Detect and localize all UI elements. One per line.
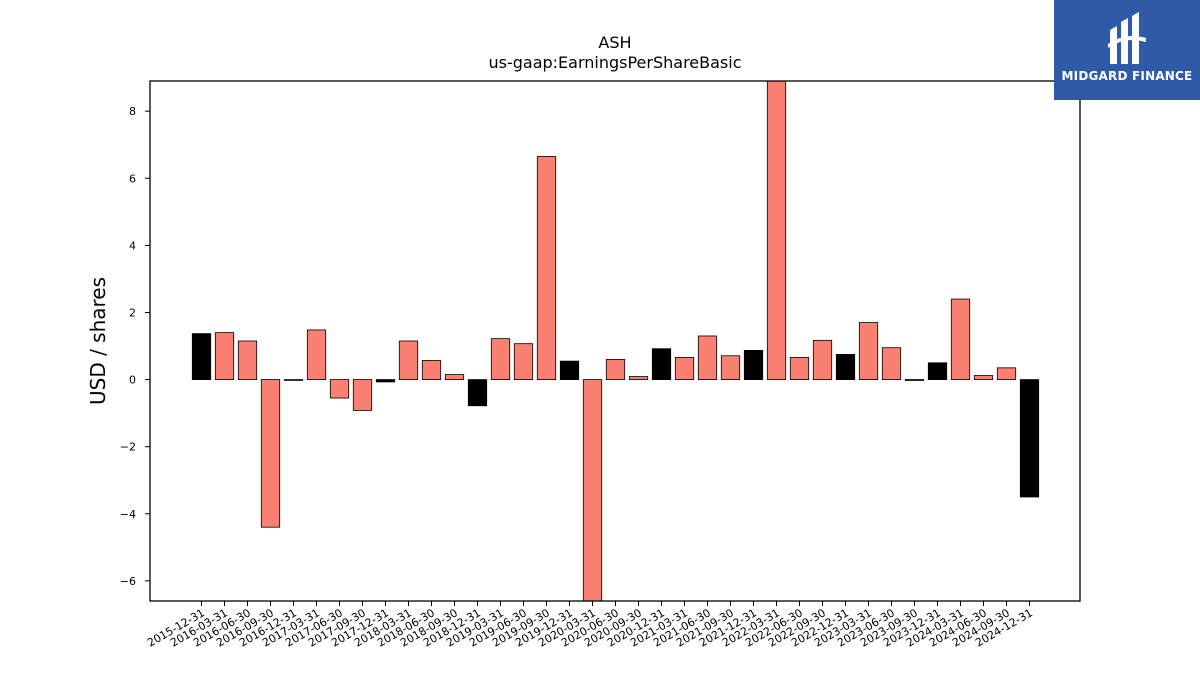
y-tick-label: 0 (129, 374, 136, 387)
bar-2020-12-31 (651, 348, 672, 380)
chart-title: ASH (598, 33, 631, 52)
y-tick-label: −4 (120, 508, 136, 521)
bar-2024-06-30 (973, 375, 994, 380)
brand-name: MIDGARD FINANCE (1061, 69, 1193, 83)
bar-2023-06-30 (881, 347, 902, 380)
bar-2022-12-31 (835, 354, 856, 380)
x-axis-ticks: 2015-12-312016-03-312016-06-302016-09-30… (145, 601, 1035, 650)
bar-2022-06-30 (789, 357, 810, 380)
bar-2020-03-31 (582, 379, 603, 602)
y-tick-label: 6 (129, 172, 136, 185)
bar-2021-03-31 (674, 357, 695, 380)
bar-2021-09-30 (720, 355, 741, 380)
bar-2023-03-31 (858, 322, 879, 380)
bar-2020-06-30 (605, 359, 626, 380)
bar-2023-12-31 (927, 362, 948, 380)
bar-2020-09-30 (628, 376, 649, 380)
bars-layer (191, 80, 1040, 602)
brand-logo: MIDGARD FINANCE (1054, 0, 1200, 100)
bar-2017-06-30 (329, 379, 350, 399)
bar-2017-03-31 (306, 329, 327, 380)
bar-2019-06-30 (513, 343, 534, 380)
bar-2019-12-31 (559, 360, 580, 380)
bar-2023-09-30 (904, 379, 925, 381)
bar-2024-12-31 (1019, 379, 1040, 498)
bar-2018-09-30 (444, 374, 465, 380)
bar-2016-09-30 (260, 379, 281, 528)
chart-subtitle: us-gaap:EarningsPerShareBasic (488, 53, 741, 72)
bar-2021-12-31 (743, 349, 764, 380)
y-tick-label: −6 (120, 575, 136, 588)
bar-2021-06-30 (697, 335, 718, 380)
bar-2024-03-31 (950, 298, 971, 380)
y-tick-label: 2 (129, 306, 136, 319)
bar-2024-09-30 (996, 367, 1017, 380)
bar-2019-03-31 (490, 338, 511, 380)
bar-2016-03-31 (214, 332, 235, 380)
bar-2018-12-31 (467, 379, 488, 407)
bar-2022-03-31 (766, 80, 787, 380)
bar-2018-06-30 (421, 360, 442, 380)
y-axis-label: USD / shares (86, 277, 110, 405)
y-tick-label: 4 (129, 239, 136, 252)
bar-2018-03-31 (398, 340, 419, 380)
bar-2019-09-30 (536, 156, 557, 380)
y-axis-ticks: −6 −4 −2 0 2 4 6 8 (120, 105, 150, 588)
bar-2015-12-31 (191, 333, 212, 380)
bar-2016-12-31 (283, 379, 304, 381)
bar-2017-09-30 (352, 379, 373, 411)
bar-2022-09-30 (812, 339, 833, 380)
plot-area-frame (149, 80, 1081, 602)
y-tick-label: 8 (129, 105, 136, 118)
brand-mark-icon (1108, 12, 1146, 64)
bar-2017-12-31 (375, 379, 396, 383)
bar-2016-06-30 (237, 340, 258, 380)
y-tick-label: −2 (120, 441, 136, 454)
